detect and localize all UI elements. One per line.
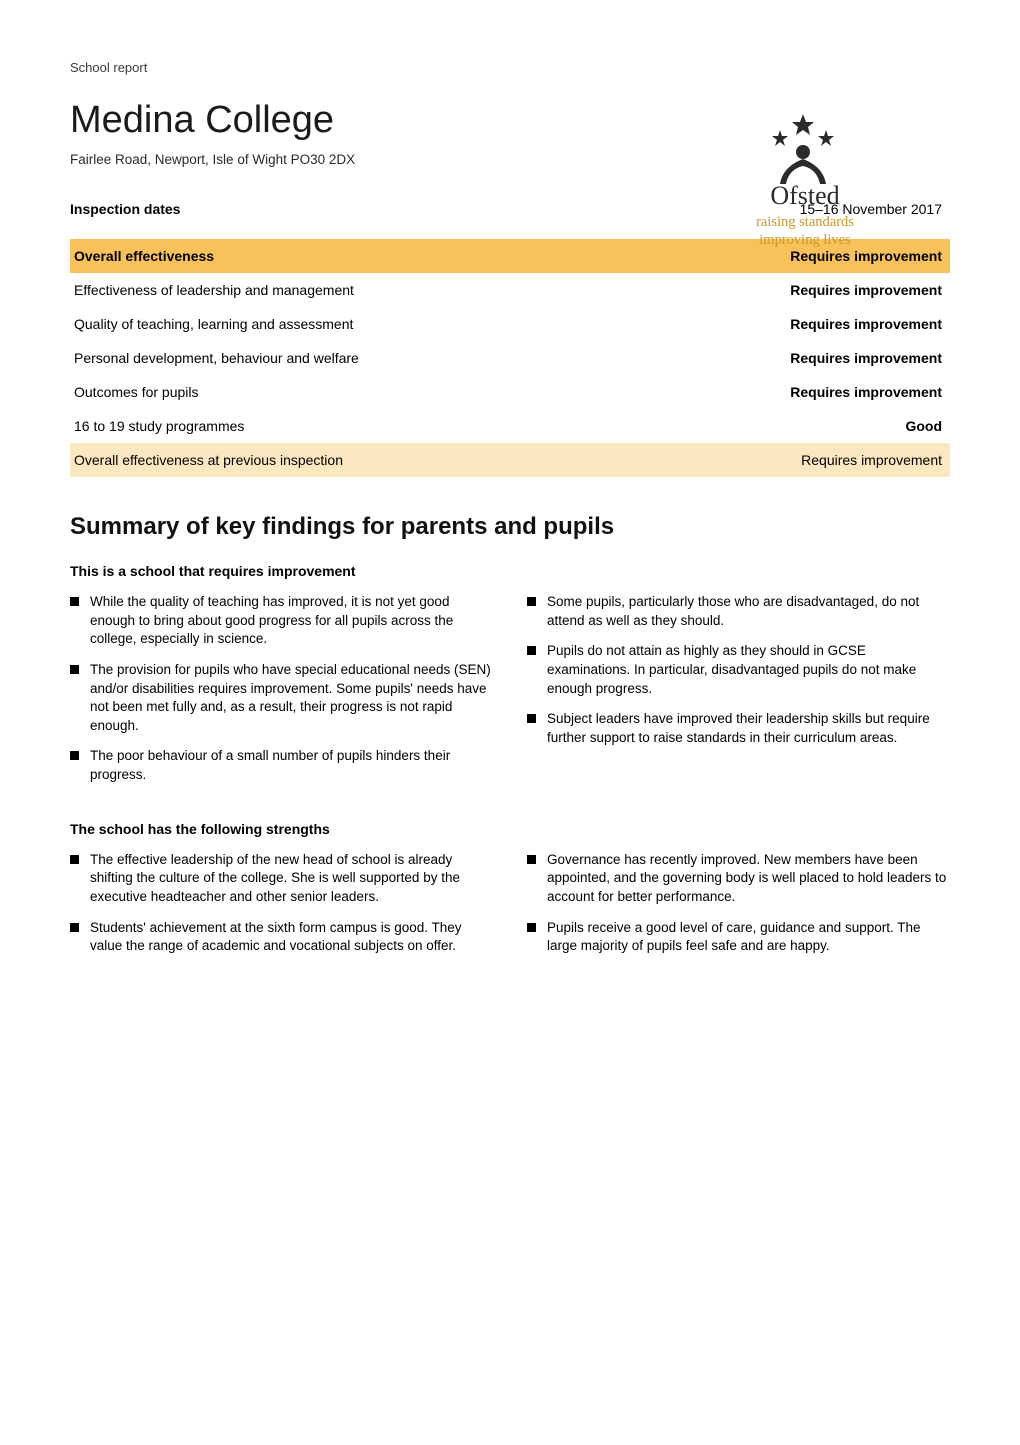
strengths-heading: The school has the following strengths	[70, 821, 950, 837]
bullet-square-icon	[527, 923, 536, 932]
strengths-columns: The effective leadership of the new head…	[70, 851, 950, 968]
summary-heading: Summary of key findings for parents and …	[70, 513, 950, 541]
row-label: Effectiveness of leadership and manageme…	[70, 273, 639, 307]
row-label: Quality of teaching, learning and assess…	[70, 307, 639, 341]
row-label: Personal development, behaviour and welf…	[70, 341, 639, 375]
row-value: Requires improvement	[639, 307, 950, 341]
bullet-square-icon	[70, 855, 79, 864]
logo-brand-text: Ofsted	[770, 181, 839, 210]
table-row: Quality of teaching, learning and assess…	[70, 307, 950, 341]
list-item: The poor behaviour of a small number of …	[70, 747, 493, 784]
requires-improvement-heading: This is a school that requires improveme…	[70, 563, 950, 579]
row-value: Requires improvement	[639, 273, 950, 307]
requires-left-col: While the quality of teaching has improv…	[70, 593, 493, 797]
list-item: Some pupils, particularly those who are …	[527, 593, 950, 630]
table-row: Overall effectiveness at previous inspec…	[70, 443, 950, 477]
list-item-text: Pupils do not attain as highly as they s…	[547, 642, 950, 698]
bullet-square-icon	[527, 855, 536, 864]
list-item-text: Pupils receive a good level of care, gui…	[547, 919, 950, 956]
row-label: Outcomes for pupils	[70, 375, 639, 409]
table-row: Personal development, behaviour and welf…	[70, 341, 950, 375]
list-item: The effective leadership of the new head…	[70, 851, 493, 907]
list-item-text: The provision for pupils who have specia…	[90, 661, 493, 736]
strengths-right-col: Governance has recently improved. New me…	[527, 851, 950, 968]
row-value: Requires improvement	[639, 375, 950, 409]
list-item: The provision for pupils who have specia…	[70, 661, 493, 736]
bullet-square-icon	[70, 665, 79, 674]
table-row: Effectiveness of leadership and manageme…	[70, 273, 950, 307]
row-value: Requires improvement	[639, 341, 950, 375]
list-item: Governance has recently improved. New me…	[527, 851, 950, 907]
list-item: Subject leaders have improved their lead…	[527, 710, 950, 747]
bullet-square-icon	[527, 714, 536, 723]
row-label: Overall effectiveness at previous inspec…	[70, 443, 639, 477]
effectiveness-table: Overall effectivenessRequires improvemen…	[70, 239, 950, 477]
page: School report Ofsted raising standards i…	[70, 60, 950, 968]
row-value: Requires improvement	[639, 443, 950, 477]
bullet-square-icon	[527, 597, 536, 606]
requires-right-col: Some pupils, particularly those who are …	[527, 593, 950, 797]
list-item-text: Subject leaders have improved their lead…	[547, 710, 950, 747]
header-label: School report	[70, 60, 950, 75]
bullet-square-icon	[70, 751, 79, 760]
logo-tagline-2: improving lives	[759, 232, 851, 248]
bullet-square-icon	[70, 597, 79, 606]
list-item-text: While the quality of teaching has improv…	[90, 593, 493, 649]
list-item-text: The poor behaviour of a small number of …	[90, 747, 493, 784]
inspection-dates-label: Inspection dates	[70, 201, 180, 217]
list-item: Pupils receive a good level of care, gui…	[527, 919, 950, 956]
ofsted-logo: Ofsted raising standards improving lives	[730, 112, 880, 257]
list-item-text: Governance has recently improved. New me…	[547, 851, 950, 907]
requires-improvement-columns: While the quality of teaching has improv…	[70, 593, 950, 797]
list-item-text: The effective leadership of the new head…	[90, 851, 493, 907]
list-item: Students' achievement at the sixth form …	[70, 919, 493, 956]
table-row: Outcomes for pupilsRequires improvement	[70, 375, 950, 409]
logo-tagline-1: raising standards	[756, 214, 854, 230]
list-item: While the quality of teaching has improv…	[70, 593, 493, 649]
bullet-square-icon	[70, 923, 79, 932]
list-item-text: Some pupils, particularly those who are …	[547, 593, 950, 630]
table-row: 16 to 19 study programmesGood	[70, 409, 950, 443]
row-label: 16 to 19 study programmes	[70, 409, 639, 443]
row-value: Good	[639, 409, 950, 443]
ofsted-logo-icon: Ofsted raising standards improving lives	[730, 112, 880, 252]
row-label: Overall effectiveness	[70, 239, 639, 273]
strengths-left-col: The effective leadership of the new head…	[70, 851, 493, 968]
list-item-text: Students' achievement at the sixth form …	[90, 919, 493, 956]
bullet-square-icon	[527, 646, 536, 655]
list-item: Pupils do not attain as highly as they s…	[527, 642, 950, 698]
